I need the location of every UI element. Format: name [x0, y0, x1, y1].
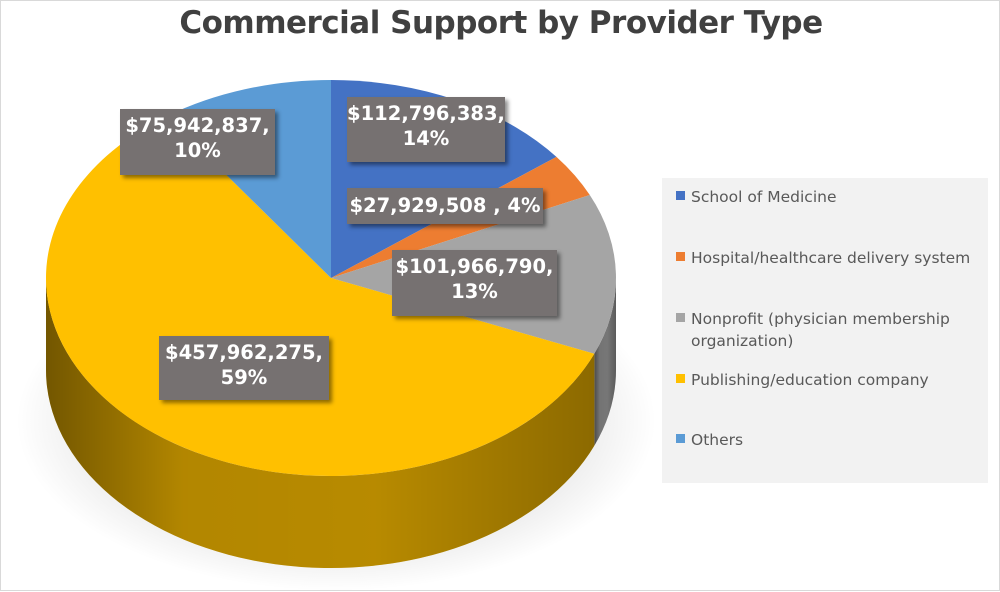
pie-chart — [16, 80, 656, 591]
legend-swatch — [676, 313, 685, 322]
pie-side-walls — [46, 278, 616, 568]
data-label-percent: 14% — [402, 127, 450, 150]
legend: School of Medicine Hospital/healthcare d… — [662, 178, 988, 483]
data-label-value: $457,962,275, — [165, 341, 323, 364]
legend-label: Nonprofit (physician membership organiza… — [691, 310, 950, 350]
chart-title: Commercial Support by Provider Type — [179, 5, 823, 41]
legend-swatch — [676, 191, 685, 200]
data-label-percent: 4% — [507, 194, 541, 217]
legend-swatch — [676, 374, 685, 383]
data-label-publishing: $457,962,275, 59% — [159, 336, 329, 400]
data-label-school-of-medicine: $112,796,383, 14% — [347, 97, 505, 162]
pie-side-shade-nonprofit-physician-membership-organization — [594, 278, 616, 446]
data-label-separator: , — [493, 194, 508, 217]
legend-swatch — [676, 252, 685, 261]
data-label-others: $75,942,837, 10% — [120, 109, 275, 175]
legend-item-nonprofit: Nonprofit (physician membership organiza… — [676, 308, 991, 352]
data-label-nonprofit: $101,966,790, 13% — [392, 250, 557, 316]
data-label-percent: 10% — [174, 139, 221, 162]
data-label-percent: 13% — [451, 280, 498, 303]
data-label-percent: 59% — [220, 366, 268, 389]
data-label-value: $112,796,383, — [347, 102, 505, 125]
data-label-value: $75,942,837, — [125, 114, 270, 137]
data-label-value: $27,929,508 — [349, 194, 487, 217]
legend-label: Others — [691, 431, 744, 449]
legend-item-publishing: Publishing/education company — [676, 369, 991, 391]
legend-swatch — [676, 434, 685, 443]
legend-item-school-of-medicine: School of Medicine — [676, 186, 991, 208]
legend-label: Hospital/healthcare delivery system — [691, 249, 971, 267]
legend-label: School of Medicine — [691, 188, 837, 206]
legend-item-others: Others — [676, 429, 991, 451]
legend-label: Publishing/education company — [691, 371, 929, 389]
data-label-value: $101,966,790, — [395, 255, 554, 278]
legend-item-hospital: Hospital/healthcare delivery system — [676, 247, 991, 269]
pie-side-shade-publishing-education-company — [46, 278, 595, 568]
data-label-hospital: $27,929,508 , 4% — [347, 188, 543, 224]
